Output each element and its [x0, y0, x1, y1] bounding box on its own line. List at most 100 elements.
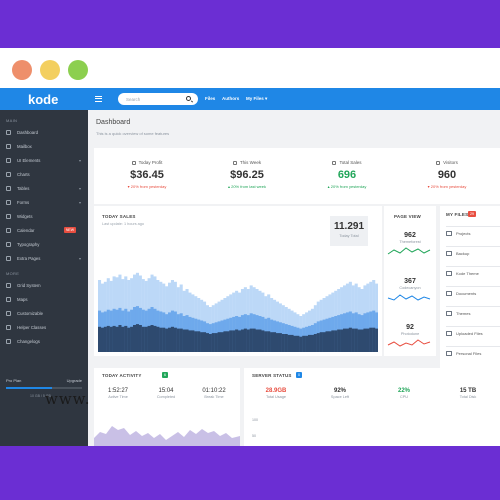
page-view-label: Codecanyon	[399, 286, 421, 290]
page-view-value: 92	[406, 324, 414, 331]
file-item-label: Kode Theme	[456, 271, 479, 276]
settings-icon	[6, 310, 11, 316]
page-view-sparkline-line	[387, 339, 431, 347]
sales-bar-s2-59	[270, 332, 274, 352]
window-dot-green[interactable]	[68, 60, 88, 80]
topbar-link-myfiles[interactable]: My Files ▾	[246, 96, 268, 101]
sales-bar-s2-66	[290, 334, 294, 352]
pro-plan: Pro Plan Upgrade	[6, 378, 82, 383]
pro-plan-note: 10 GB / 5 GB	[30, 394, 51, 398]
sidebar-item-label: Charts	[17, 171, 30, 177]
sales-bar-s2-48	[238, 330, 242, 352]
file-item-backup[interactable]: Backup	[446, 246, 500, 260]
sales-bar-s2-25	[170, 326, 174, 352]
sidebar-item-label: Calendar	[17, 227, 35, 233]
file-item-kode-theme[interactable]: Kode Theme	[446, 266, 500, 280]
sales-bar-s2-57	[264, 331, 268, 352]
sales-bar-s2-75	[316, 333, 320, 352]
sales-bar-s2-49	[240, 329, 244, 352]
pro-plan-progress	[6, 387, 82, 389]
stat-label-text: Total Sales	[339, 160, 362, 165]
sales-bar-s2-16	[144, 326, 148, 352]
sales-bar-s2-84	[343, 328, 347, 352]
file-item-projects[interactable]: Projects	[446, 226, 500, 240]
sales-bar-s2-68	[296, 335, 300, 352]
mail-icon	[6, 143, 11, 149]
stat-value: $36.45	[130, 169, 164, 181]
sidebar-item-maps[interactable]: Maps	[0, 292, 88, 306]
sidebar-item-widgets[interactable]: Widgets	[0, 209, 88, 223]
today-activity-card: TODAY ACTIVITY 6 1:52:27 Active Time 15:04…	[94, 368, 240, 446]
sales-bar-s2-63	[281, 334, 285, 352]
menu-icon[interactable]	[95, 96, 102, 102]
sidebar-item-charts[interactable]: Charts	[0, 167, 88, 181]
sales-bar-s2-32	[191, 330, 195, 352]
file-item-personal-files[interactable]: Personal Files	[446, 346, 500, 360]
sales-bar-s2-2	[103, 326, 107, 352]
my-files-card: MY FILES 29 Projects Backup Kode Theme Docu…	[440, 206, 500, 374]
sales-bar-s2-10	[127, 327, 131, 352]
sales-bar-s2-33	[194, 331, 198, 352]
frame-top	[0, 0, 500, 48]
sidebar-item-calendar[interactable]: Calendar NEW	[0, 223, 88, 237]
activity-label: Break Time	[204, 395, 224, 399]
stat-total-sales: Total Sales 696 ▴ 20% from yesterday	[297, 148, 397, 204]
search-input[interactable]: Search	[118, 93, 198, 105]
chevron-down-icon: ▾	[78, 157, 81, 163]
server-value: 15 TB	[459, 388, 477, 394]
sidebar-item-mailbox[interactable]: Mailbox	[0, 139, 88, 153]
topbar-link-authors[interactable]: Authors	[222, 96, 240, 101]
page-view-sparkline-line	[387, 294, 431, 301]
sidebar-item-grid-system[interactable]: Grid System	[0, 278, 88, 292]
file-item-uploaded-files[interactable]: Uploaded Files	[446, 326, 500, 340]
window-dot-yellow[interactable]	[40, 60, 60, 80]
dashboard-icon	[6, 129, 11, 135]
file-item-label: Personal Files	[456, 351, 482, 356]
page-view-item-codecanyon: 367 Codecanyon	[384, 278, 436, 309]
changelog-icon	[6, 338, 11, 344]
sales-bar-s2-26	[173, 327, 177, 352]
today-total-value: 11.291	[333, 221, 365, 232]
sales-bar-s2-73	[310, 334, 314, 352]
sales-bar-s2-76	[319, 332, 323, 352]
sales-bar-s2-61	[275, 333, 279, 352]
sales-bar-s2-51	[246, 329, 250, 352]
sales-bar-s2-40	[214, 333, 218, 352]
sales-bar-s2-86	[348, 327, 352, 352]
sidebar-item-changelogs[interactable]: Changelogs	[0, 334, 88, 348]
stat-visitors: Visitors 960 ▾ 20% from yesterday	[397, 148, 497, 204]
sidebar-item-helper-classes[interactable]: Helper Classes	[0, 320, 88, 334]
sales-bar-s2-29	[182, 329, 186, 352]
sales-bar-s2-35	[200, 332, 204, 352]
page-view-sparkline	[387, 294, 431, 301]
sales-bar-s2-58	[267, 331, 271, 352]
chart-icon	[6, 171, 11, 177]
file-item-documents[interactable]: Documents	[446, 286, 500, 300]
search-icon[interactable]	[186, 96, 191, 101]
sidebar-item-ui-elements[interactable]: UI Elements ▾	[0, 153, 88, 167]
sidebar-item-forms[interactable]: Forms ▾	[0, 195, 88, 209]
my-files-title: MY FILES	[446, 212, 469, 217]
layers-icon	[6, 157, 11, 163]
sidebar-item-extra-pages[interactable]: Extra Pages ▾	[0, 251, 88, 265]
sidebar-item-dashboard[interactable]: Dashboard	[0, 125, 88, 139]
upgrade-link[interactable]: Upgrade	[66, 378, 82, 383]
topbar-link-files[interactable]: Files	[205, 96, 216, 101]
activity-value: 01:10:22	[202, 388, 226, 394]
sidebar-item-label: Typography	[17, 241, 40, 247]
sidebar-item-label: Maps	[17, 296, 28, 302]
file-item-themes[interactable]: Themes	[446, 306, 500, 320]
form-icon	[6, 199, 11, 205]
sidebar-item-customizable[interactable]: Customizable	[0, 306, 88, 320]
frame-bottom	[0, 446, 500, 500]
stat-label-text: This Week	[239, 160, 262, 165]
sidebar-item-typography[interactable]: Typography	[0, 237, 88, 251]
sales-bar-s2-87	[351, 328, 355, 352]
brand-logo[interactable]: kode	[0, 88, 88, 110]
watermark: www.	[45, 390, 91, 408]
window-dot-red[interactable]	[12, 60, 32, 80]
page-subtitle: This is a quick overview of some feature…	[96, 131, 170, 136]
server-label: Space Left	[330, 395, 350, 399]
sales-bar-s2-89	[357, 329, 361, 352]
sidebar-item-tables[interactable]: Tables ▾	[0, 181, 88, 195]
